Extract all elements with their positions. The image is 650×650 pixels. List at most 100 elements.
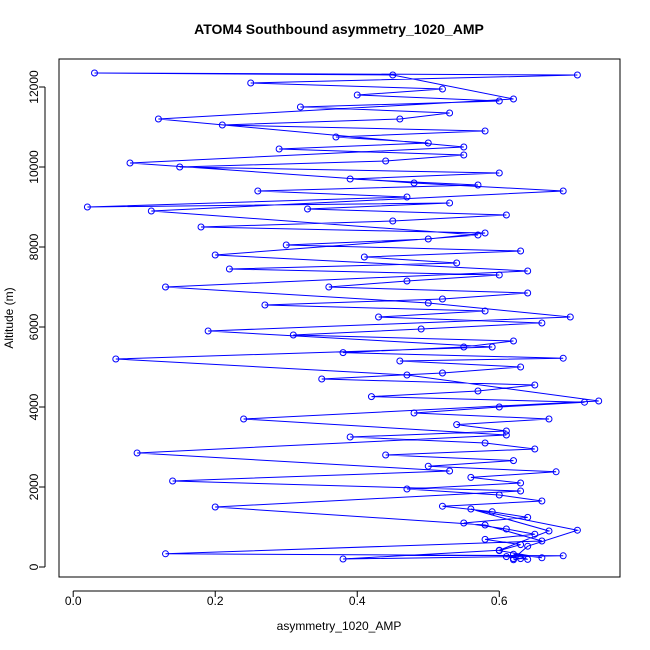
data-point — [240, 415, 248, 423]
data-point — [289, 331, 297, 339]
data-point — [502, 525, 510, 533]
data-point — [339, 349, 347, 357]
data-point — [460, 343, 468, 351]
data-point — [389, 71, 397, 79]
data-point — [211, 251, 219, 259]
data-point — [531, 445, 539, 453]
data-point — [495, 546, 503, 554]
data-point — [474, 231, 482, 239]
y-tick-label: 6000 — [27, 313, 41, 340]
data-point — [261, 301, 269, 309]
data-point — [446, 467, 454, 475]
data-point — [332, 133, 340, 141]
data-point — [446, 109, 454, 117]
data-point — [382, 451, 390, 459]
y-axis-label: Altitude (m) — [2, 287, 16, 348]
y-tick-label: 10000 — [27, 150, 41, 184]
data-point — [410, 409, 418, 417]
data-point — [524, 555, 532, 563]
x-tick-label: 0.0 — [65, 594, 82, 608]
data-point — [573, 71, 581, 79]
data-point — [133, 449, 141, 457]
data-point — [524, 542, 532, 550]
x-tick-label: 0.4 — [349, 594, 366, 608]
data-point — [502, 431, 510, 439]
plot-frame — [58, 58, 621, 578]
data-point — [509, 555, 517, 563]
data-point — [481, 307, 489, 315]
data-point — [460, 519, 468, 527]
data-point — [162, 550, 170, 558]
data-point — [91, 69, 99, 77]
x-tick-label: 0.2 — [207, 594, 224, 608]
data-point — [559, 354, 567, 362]
data-point — [247, 79, 255, 87]
data-point — [325, 283, 333, 291]
data-point — [495, 169, 503, 177]
data-point — [197, 223, 205, 231]
data-point — [552, 468, 560, 476]
y-tick-label: 8000 — [27, 233, 41, 260]
series-line — [87, 72, 599, 561]
data-point — [474, 181, 482, 189]
data-point — [545, 415, 553, 423]
data-point — [396, 115, 404, 123]
data-point — [446, 199, 454, 207]
data-point — [403, 193, 411, 201]
plot-area — [58, 58, 621, 578]
data-point — [559, 552, 567, 560]
data-point — [304, 205, 312, 213]
data-point — [509, 95, 517, 103]
data-point — [375, 313, 383, 321]
data-point — [225, 265, 233, 273]
data-point — [389, 217, 397, 225]
data-layer — [83, 69, 603, 564]
data-point — [595, 397, 603, 405]
data-point — [296, 103, 304, 111]
data-point — [488, 508, 496, 516]
data-point — [204, 327, 212, 335]
data-point — [218, 121, 226, 129]
x-axis: 0.0 0.2 0.4 0.6 — [65, 590, 508, 608]
data-point — [403, 371, 411, 379]
data-point — [438, 369, 446, 377]
data-point — [495, 97, 503, 105]
data-point — [353, 91, 361, 99]
data-point — [481, 521, 489, 529]
x-tick-label: 0.6 — [491, 594, 508, 608]
data-point — [112, 355, 120, 363]
data-point — [339, 555, 347, 563]
data-point — [147, 207, 155, 215]
data-point — [488, 343, 496, 351]
data-point — [481, 439, 489, 447]
data-point — [524, 267, 532, 275]
data-point — [424, 462, 432, 470]
data-point — [517, 541, 525, 549]
data-point — [502, 211, 510, 219]
data-point — [438, 295, 446, 303]
y-tick-label: 12000 — [27, 70, 41, 104]
data-point — [176, 163, 184, 171]
x-axis-label: asymmetry_1020_AMP — [277, 619, 402, 633]
data-point — [566, 313, 574, 321]
data-point — [502, 553, 510, 561]
data-point — [346, 433, 354, 441]
data-point — [467, 473, 475, 481]
data-point — [495, 403, 503, 411]
chart-title: ATOM4 Southbound asymmetry_1020_AMP — [194, 21, 484, 37]
data-point — [509, 337, 517, 345]
data-point — [460, 151, 468, 159]
data-point — [424, 299, 432, 307]
y-tick-label: 0 — [27, 563, 41, 570]
data-point — [417, 325, 425, 333]
data-point — [254, 187, 262, 195]
data-point — [424, 139, 432, 147]
data-point — [467, 505, 475, 513]
data-point — [211, 503, 219, 511]
data-point — [509, 457, 517, 465]
data-point — [517, 247, 525, 255]
data-point — [538, 497, 546, 505]
data-point — [360, 253, 368, 261]
data-point — [531, 530, 539, 538]
data-point — [573, 526, 581, 534]
